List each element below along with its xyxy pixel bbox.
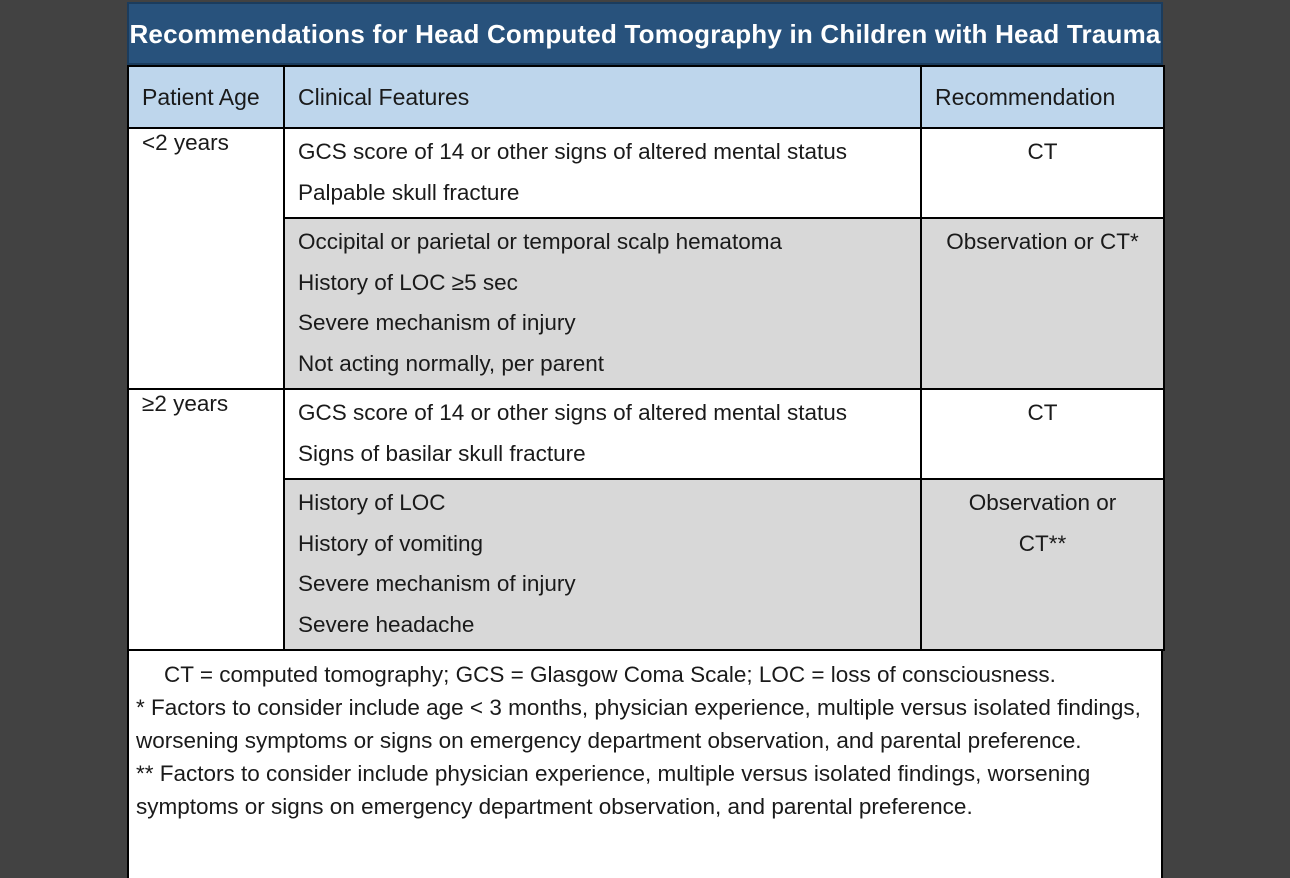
feature-line: Not acting normally, per parent bbox=[298, 350, 604, 376]
age-cell-2-years-and-over: ≥2 years bbox=[127, 388, 285, 651]
recommendation-cell: Observation or CT* bbox=[920, 217, 1165, 390]
feature-line: History of vomiting bbox=[298, 530, 484, 556]
features-cell: GCS score of 14 or other signs of altere… bbox=[283, 388, 922, 480]
footnote-double-asterisk: ** Factors to consider include physician… bbox=[136, 761, 1091, 819]
features-cell: Occipital or parietal or temporal scalp … bbox=[283, 217, 922, 390]
table-title: Recommendations for Head Computed Tomogr… bbox=[127, 2, 1163, 65]
recommendation-cell: Observation or CT** bbox=[920, 478, 1165, 651]
features-cell: History of LOC History of vomiting Sever… bbox=[283, 478, 922, 651]
feature-line: History of LOC bbox=[298, 490, 446, 515]
column-header-recommendation: Recommendation bbox=[920, 65, 1165, 129]
recommendations-table: Patient Age Clinical Features Recommenda… bbox=[127, 65, 1165, 651]
features-cell: GCS score of 14 or other signs of altere… bbox=[283, 127, 922, 219]
table-row-under2-ct: <2 years GCS score of 14 or other signs … bbox=[127, 127, 1165, 390]
recommendation-cell: CT bbox=[920, 388, 1165, 480]
column-header-clinical-features: Clinical Features bbox=[283, 65, 922, 129]
footnotes: CT = computed tomography; GCS = Glasgow … bbox=[127, 651, 1163, 878]
feature-line: Severe headache bbox=[298, 611, 475, 637]
feature-line: History of LOC ≥5 sec bbox=[298, 269, 518, 295]
recommendation-cell: CT bbox=[920, 127, 1165, 219]
feature-line: Severe mechanism of injury bbox=[298, 571, 576, 596]
feature-line: Occipital or parietal or temporal scalp … bbox=[298, 229, 782, 254]
footnote-abbreviations: CT = computed tomography; GCS = Glasgow … bbox=[164, 662, 1056, 687]
header-row: Patient Age Clinical Features Recommenda… bbox=[127, 65, 1165, 129]
feature-line: GCS score of 14 or other signs of altere… bbox=[298, 139, 848, 164]
table-row-over2-ct: ≥2 years GCS score of 14 or other signs … bbox=[127, 388, 1165, 651]
column-header-patient-age: Patient Age bbox=[127, 65, 285, 129]
feature-line: Severe mechanism of injury bbox=[298, 310, 576, 335]
footnote-single-asterisk: * Factors to consider include age < 3 mo… bbox=[136, 695, 1141, 753]
feature-line: Palpable skull fracture bbox=[298, 179, 520, 205]
table-figure: Recommendations for Head Computed Tomogr… bbox=[127, 2, 1165, 878]
age-cell-under-2-years: <2 years bbox=[127, 127, 285, 390]
feature-line: GCS score of 14 or other signs of altere… bbox=[298, 400, 848, 425]
table-row-over2-observation: History of LOC History of vomiting Sever… bbox=[128, 478, 1165, 651]
table-row-under2-observation: Occipital or parietal or temporal scalp … bbox=[128, 217, 1165, 390]
feature-line: Signs of basilar skull fracture bbox=[298, 440, 586, 466]
